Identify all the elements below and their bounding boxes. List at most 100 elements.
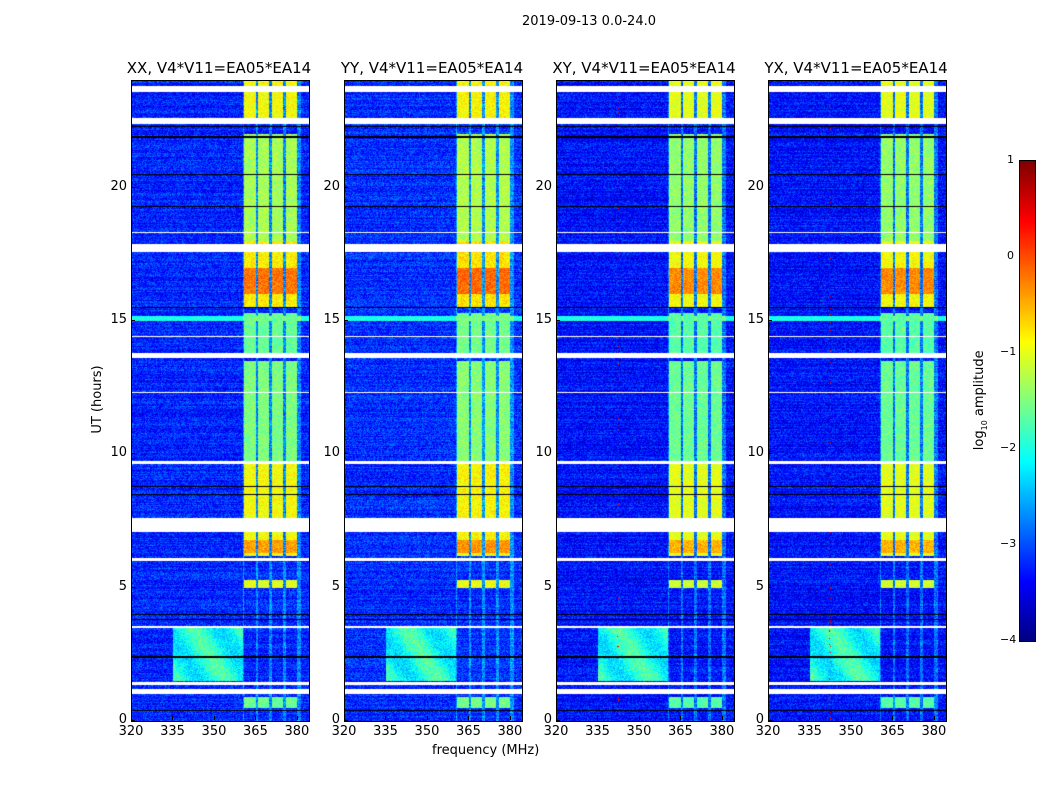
x-tick-label: 335 <box>373 724 398 739</box>
panel-title: XX, V4*V11=EA05*EA14 <box>126 59 312 77</box>
y-tick-mark <box>344 320 348 321</box>
y-tick-mark <box>344 453 348 455</box>
x-tick-label: 365 <box>668 724 693 739</box>
y-tick-label: 0 <box>755 712 764 727</box>
y-tick-label: 15 <box>747 312 764 327</box>
heatmap-image <box>345 81 522 721</box>
y-tick-label: 20 <box>747 178 764 194</box>
y-tick-label: 20 <box>323 178 340 194</box>
y-tick-label: 10 <box>110 445 127 461</box>
x-tick-mark <box>556 716 557 720</box>
y-tick-label: 0 <box>118 712 127 727</box>
colorbar-tick-label: −2 <box>1000 441 1017 454</box>
y-tick-mark <box>768 586 772 588</box>
y-tick-mark <box>344 720 348 721</box>
y-tick-label: 10 <box>535 445 552 461</box>
y-tick-label: 15 <box>323 312 340 327</box>
y-tick-mark <box>556 453 560 455</box>
y-tick-mark <box>768 720 772 721</box>
figure-title: 2019-09-13 0.0-24.0 <box>522 14 656 29</box>
y-tick-label: 15 <box>535 312 552 327</box>
x-tick-label: 320 <box>118 724 144 739</box>
x-tick-mark <box>680 716 682 720</box>
x-tick-mark <box>255 716 257 720</box>
y-tick-mark <box>344 186 348 188</box>
y-tick-mark <box>556 320 560 321</box>
y-tick-label: 15 <box>110 312 127 327</box>
x-tick-label: 320 <box>331 724 357 739</box>
x-tick-label: 365 <box>243 724 268 739</box>
x-axis-label: frequency (MHz) <box>432 743 540 758</box>
colorbar-tick-label: −1 <box>1000 345 1017 358</box>
x-tick-label: 380 <box>497 724 523 739</box>
x-tick-mark <box>344 716 345 720</box>
panel-title: YY, V4*V11=EA05*EA14 <box>340 59 524 77</box>
y-axis-label: UT (hours) <box>90 365 105 434</box>
y-tick-label: 10 <box>323 445 340 461</box>
panel-title: YX, V4*V11=EA05*EA14 <box>764 59 948 77</box>
x-tick-mark <box>426 716 428 720</box>
heatmap-image <box>132 81 309 721</box>
x-tick-mark <box>892 716 894 720</box>
x-tick-label: 350 <box>201 724 227 739</box>
colorbar-tick-label: 0 <box>1007 249 1014 262</box>
x-tick-label: 350 <box>414 724 440 739</box>
x-tick-mark <box>131 716 132 720</box>
heatmap-image <box>769 81 946 721</box>
x-tick-label: 365 <box>880 724 905 739</box>
y-tick-label: 0 <box>331 712 340 727</box>
x-tick-mark <box>385 716 387 720</box>
y-tick-label: 5 <box>543 578 552 594</box>
colorbar-label: log10 amplitude <box>972 350 989 451</box>
x-tick-label: 380 <box>709 724 735 739</box>
x-tick-mark <box>809 716 811 720</box>
y-tick-label: 20 <box>535 178 552 194</box>
colorbar-tick-label: −4 <box>1000 633 1017 646</box>
x-tick-mark <box>213 716 215 720</box>
y-tick-label: 0 <box>543 712 552 727</box>
x-tick-mark <box>468 716 470 720</box>
x-tick-label: 350 <box>626 724 652 739</box>
x-tick-mark <box>933 716 935 720</box>
x-tick-label: 335 <box>585 724 610 739</box>
y-tick-mark <box>131 586 135 588</box>
x-tick-label: 320 <box>543 724 569 739</box>
y-tick-label: 5 <box>118 578 127 594</box>
x-tick-label: 380 <box>921 724 947 739</box>
heatmap-image <box>557 81 734 721</box>
heatmap-panel <box>131 80 310 722</box>
y-tick-mark <box>131 186 135 188</box>
x-tick-label: 335 <box>160 724 185 739</box>
x-tick-label: 335 <box>797 724 822 739</box>
y-tick-label: 20 <box>110 178 127 194</box>
y-tick-label: 10 <box>747 445 764 461</box>
y-tick-mark <box>556 720 560 721</box>
x-tick-mark <box>296 716 298 720</box>
y-tick-mark <box>556 186 560 188</box>
y-tick-label: 5 <box>331 578 340 594</box>
y-tick-mark <box>556 586 560 588</box>
x-tick-mark <box>638 716 640 720</box>
heatmap-panel <box>768 80 947 722</box>
heatmap-panel <box>344 80 523 722</box>
x-tick-mark <box>850 716 852 720</box>
colorbar <box>1019 160 1036 642</box>
x-tick-mark <box>172 716 174 720</box>
y-tick-mark <box>768 320 772 321</box>
y-tick-mark <box>768 453 772 455</box>
heatmap-panel <box>556 80 735 722</box>
x-tick-label: 365 <box>456 724 481 739</box>
y-tick-label: 5 <box>755 578 764 594</box>
x-tick-label: 320 <box>755 724 781 739</box>
x-tick-mark <box>721 716 723 720</box>
x-tick-mark <box>597 716 599 720</box>
x-tick-label: 380 <box>284 724 310 739</box>
y-tick-mark <box>131 320 135 321</box>
colorbar-tick-label: 1 <box>1007 153 1014 166</box>
colorbar-tick-label: −3 <box>1000 537 1017 550</box>
y-tick-mark <box>768 186 772 188</box>
panel-title: XY, V4*V11=EA05*EA14 <box>552 59 736 77</box>
y-tick-mark <box>344 586 348 588</box>
x-tick-mark <box>509 716 511 720</box>
